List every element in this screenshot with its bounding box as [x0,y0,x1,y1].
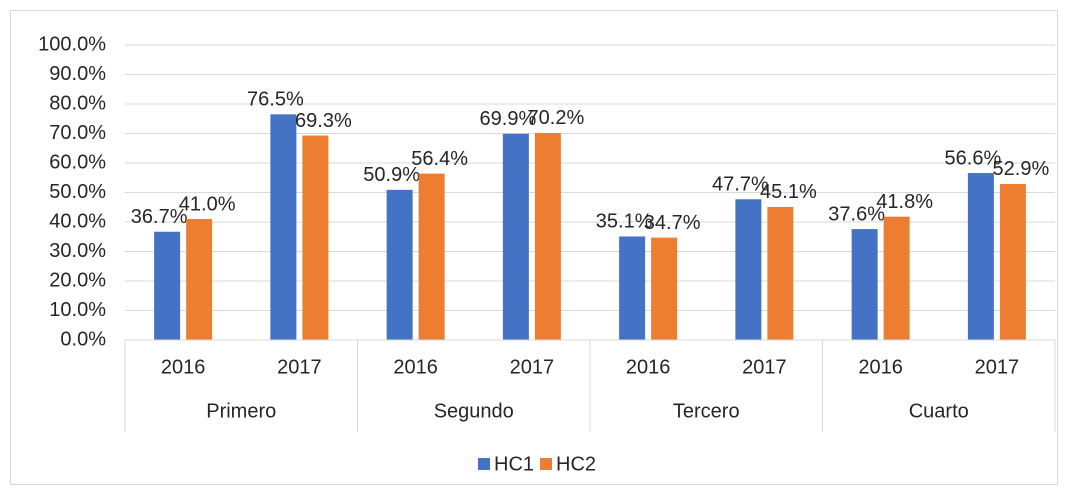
data-label: 50.9% [363,164,420,186]
bar [534,132,561,340]
data-label: 69.3% [295,110,352,132]
bar [651,237,678,340]
legend-label: HC1 [494,453,534,475]
y-tick-label: 10.0% [49,299,106,321]
x-tick-label: 2016 [393,356,438,378]
y-tick-label: 90.0% [49,63,106,85]
data-label: 56.6% [945,147,1002,169]
y-tick-label: 60.0% [49,151,106,173]
data-label: 69.9% [480,108,537,130]
bar [386,189,413,340]
chart-frame [10,10,1058,485]
legend-swatch [478,458,490,470]
bar [418,173,445,340]
x-tick-label: 2017 [510,356,555,378]
y-tick-label: 30.0% [49,240,106,262]
bar [270,114,297,340]
legend-label: HC2 [556,453,596,475]
group-label: Tercero [673,400,740,422]
bar [302,135,329,340]
y-tick-label: 20.0% [49,269,106,291]
x-tick-label: 2016 [161,356,206,378]
data-label: 47.7% [712,174,769,196]
group-label: Segundo [434,400,514,422]
y-tick-label: 50.0% [49,181,106,203]
x-tick-label: 2016 [858,356,903,378]
y-tick-label: 0.0% [60,328,106,350]
bar [619,236,646,340]
bar [767,206,794,340]
bar [999,183,1026,340]
x-tick-label: 2016 [626,356,671,378]
y-tick-label: 100.0% [38,33,106,55]
x-tick-label: 2017 [742,356,787,378]
data-label: 52.9% [993,158,1050,180]
data-label: 76.5% [247,89,304,111]
y-tick-label: 70.0% [49,122,106,144]
data-label: 35.1% [596,211,653,233]
bar [883,216,910,340]
y-tick-label: 40.0% [49,210,106,232]
data-label: 34.7% [644,212,701,234]
data-label: 41.8% [876,191,933,213]
bar [154,231,181,340]
data-label: 36.7% [131,206,188,228]
data-label: 37.6% [828,203,885,225]
data-label: 56.4% [411,148,468,170]
data-label: 41.0% [179,193,236,215]
bar [967,173,994,340]
bar [851,229,878,340]
legend-swatch [540,458,552,470]
x-tick-label: 2017 [277,356,322,378]
data-label: 45.1% [760,181,817,203]
y-tick-label: 80.0% [49,92,106,114]
bar [186,219,213,340]
group-label: Cuarto [909,400,969,422]
bar [735,199,762,340]
group-label: Primero [206,400,276,422]
x-tick-label: 2017 [975,356,1020,378]
bar [502,133,529,340]
data-label: 70.2% [528,107,585,129]
